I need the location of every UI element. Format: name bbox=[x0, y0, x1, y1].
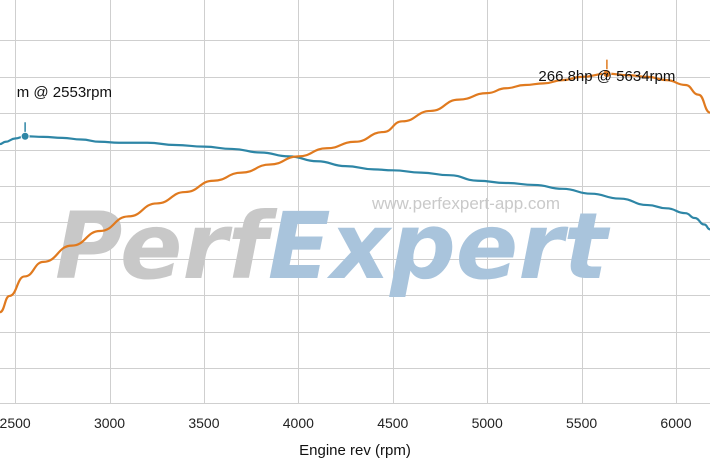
series-layer: m @ 2553rpm 266.8hp @ 5634rpm bbox=[0, 59, 710, 314]
x-tick-label-7: 6000 bbox=[660, 415, 691, 431]
x-tick-label-3: 4000 bbox=[283, 415, 314, 431]
x-tick-label-1: 3000 bbox=[94, 415, 125, 431]
x-axis-label: Engine rev (rpm) bbox=[299, 442, 411, 459]
x-tick-label-5: 5000 bbox=[472, 415, 503, 431]
watermark: PerfExpert www.perfexpert-app.com bbox=[55, 193, 611, 300]
x-tick-label-4: 4500 bbox=[377, 415, 408, 431]
peak-label-1: 266.8hp @ 5634rpm bbox=[538, 68, 675, 85]
peak-marker-1 bbox=[602, 69, 612, 79]
watermark-logo-part2: Expert bbox=[268, 193, 611, 300]
peak-marker-0 bbox=[20, 131, 30, 141]
grid bbox=[0, 0, 710, 404]
x-tick-label-2: 3500 bbox=[188, 415, 219, 431]
watermark-logo: PerfExpert bbox=[55, 193, 611, 300]
series-line-1 bbox=[0, 72, 710, 314]
x-axis-ticks: 2500 3000 3500 4000 4500 5000 5500 6000 bbox=[0, 415, 692, 431]
watermark-url: www.perfexpert-app.com bbox=[371, 194, 560, 213]
x-tick-label-0: 2500 bbox=[0, 415, 31, 431]
x-tick-label-6: 5500 bbox=[566, 415, 597, 431]
peak-label-0: m @ 2553rpm bbox=[17, 84, 112, 101]
series-line-0 bbox=[0, 135, 710, 231]
watermark-logo-part1: Perf bbox=[55, 193, 278, 300]
